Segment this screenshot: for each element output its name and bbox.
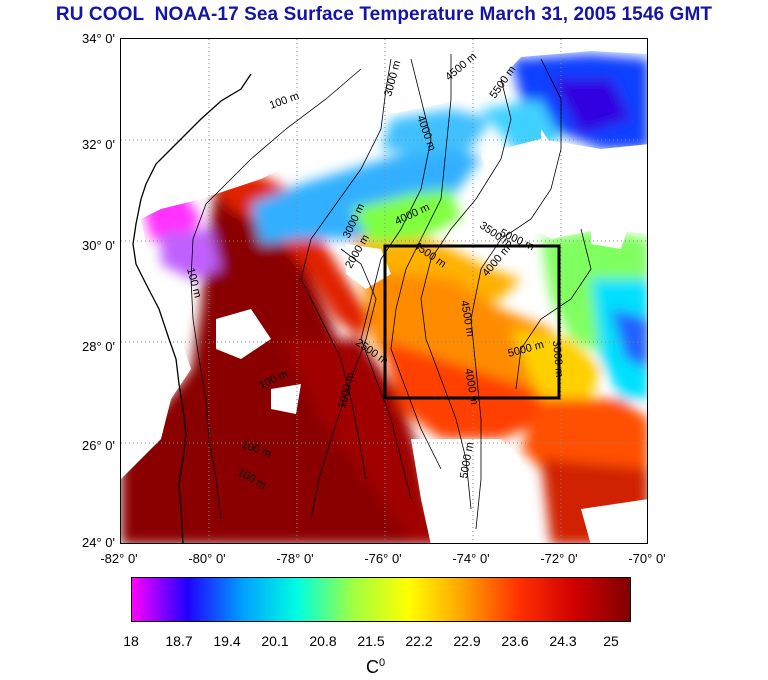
colorbar — [131, 577, 631, 622]
colorbar-tick: 18 — [123, 633, 139, 649]
lon-label: -76° 0' — [364, 551, 402, 566]
lat-label: 34° 0' — [82, 31, 115, 46]
lon-label: -80° 0' — [188, 551, 226, 566]
lon-label: -72° 0' — [540, 551, 578, 566]
colorbar-tick: 24.3 — [549, 633, 577, 649]
contour-label: 3000 m — [550, 340, 565, 378]
lon-label: -74° 0' — [452, 551, 490, 566]
unit-symbol: C — [366, 657, 379, 677]
colorbar-tick: 22.2 — [405, 633, 433, 649]
map-title: RU COOL NOAA-17 Sea Surface Temperature … — [55, 4, 713, 25]
colorbar-tick: 21.5 — [357, 633, 385, 649]
lon-label: -78° 0' — [276, 551, 314, 566]
colorbar-unit: C0 — [366, 657, 385, 678]
sst-map: 100 m 3000 m 4500 m 5500 m 4000 m 3000 m… — [120, 38, 648, 544]
lat-label: 30° 0' — [82, 238, 115, 253]
colorbar-tick: 20.1 — [261, 633, 289, 649]
lat-label: 28° 0' — [82, 339, 115, 354]
lon-label: -70° 0' — [628, 551, 666, 566]
colorbar-tick: 19.4 — [213, 633, 241, 649]
lon-label: -82° 0' — [100, 551, 138, 566]
sst-map-canvas: 100 m 3000 m 4500 m 5500 m 4000 m 3000 m… — [121, 39, 647, 543]
coastline — [132, 73, 252, 543]
colorbar-tick: 20.8 — [309, 633, 337, 649]
sst-field — [121, 54, 647, 543]
study-area-box — [383, 244, 561, 400]
lat-label: 26° 0' — [82, 438, 115, 453]
unit-superscript: 0 — [379, 657, 386, 669]
isobaths — [190, 54, 592, 530]
lat-label: 32° 0' — [82, 137, 115, 152]
cloud-mask — [121, 39, 647, 543]
lat-label: 24° 0' — [82, 535, 115, 550]
colorbar-tick: 25 — [603, 633, 619, 649]
colorbar-tick: 23.6 — [501, 633, 529, 649]
colorbar-tick: 18.7 — [165, 633, 193, 649]
colorbar-tick: 22.9 — [453, 633, 481, 649]
